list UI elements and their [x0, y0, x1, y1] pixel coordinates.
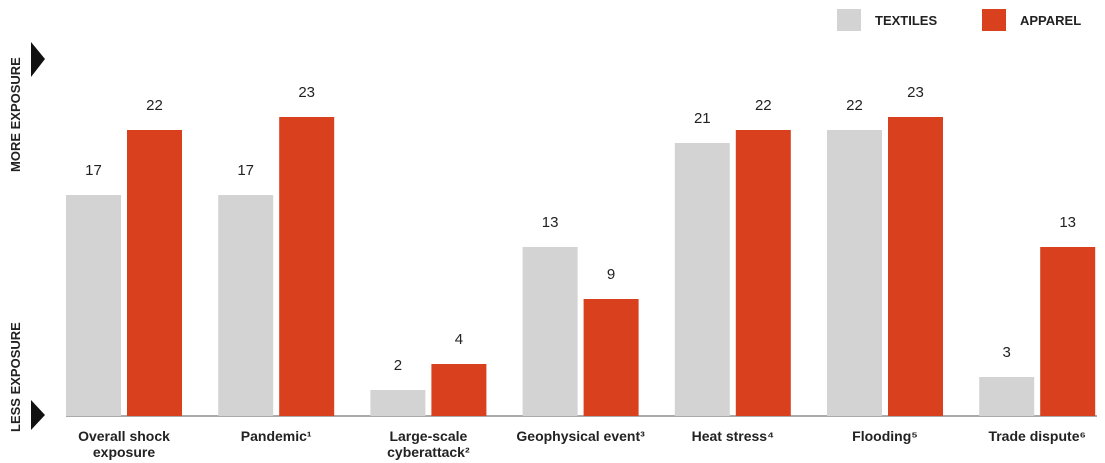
- y-label-top: MORE EXPOSURE: [8, 57, 23, 172]
- legend-label: TEXTILES: [875, 13, 937, 28]
- x-tick-label: Pandemic¹: [240, 428, 312, 444]
- value-label: 2: [394, 357, 402, 374]
- value-label: 13: [542, 214, 559, 231]
- x-tick-label: Large-scale cyberattack²: [387, 428, 470, 460]
- legend-swatch: [837, 9, 861, 31]
- bar: [218, 195, 274, 416]
- x-tick-label: Heat stress⁴: [691, 428, 774, 444]
- arrow-up: [31, 42, 45, 77]
- bar: [522, 247, 578, 416]
- value-label: 22: [146, 97, 163, 114]
- bar: [735, 130, 791, 416]
- value-label: 4: [455, 331, 463, 348]
- value-label: 9: [607, 266, 615, 283]
- bar: [279, 117, 335, 416]
- bar: [827, 130, 882, 416]
- value-label: 22: [846, 97, 863, 114]
- value-label: 23: [907, 84, 924, 101]
- bar: [127, 130, 182, 416]
- y-label-bottom: LESS EXPOSURE: [8, 322, 23, 432]
- arrow-down: [31, 400, 45, 430]
- x-tick-label: Overall shock exposure: [78, 428, 170, 460]
- value-label: 23: [298, 84, 315, 101]
- bar: [370, 390, 426, 416]
- bar: [1040, 247, 1096, 416]
- value-label: 13: [1059, 214, 1076, 231]
- legend-swatch: [982, 9, 1006, 31]
- bar: [979, 377, 1035, 416]
- bar: [431, 364, 487, 416]
- bar: [66, 195, 121, 416]
- bar: [583, 299, 639, 416]
- x-tick-label: Trade dispute⁶: [988, 428, 1086, 444]
- legend-label: APPAREL: [1020, 13, 1081, 28]
- x-tick-label: Geophysical event³: [516, 428, 645, 444]
- bar: [674, 143, 730, 416]
- value-label: 17: [85, 162, 102, 179]
- x-tick-label: Flooding⁵: [852, 428, 918, 444]
- value-label: 3: [1003, 344, 1011, 361]
- value-label: 21: [694, 110, 711, 127]
- value-label: 17: [237, 162, 254, 179]
- bar: [888, 117, 943, 416]
- value-label: 22: [755, 97, 772, 114]
